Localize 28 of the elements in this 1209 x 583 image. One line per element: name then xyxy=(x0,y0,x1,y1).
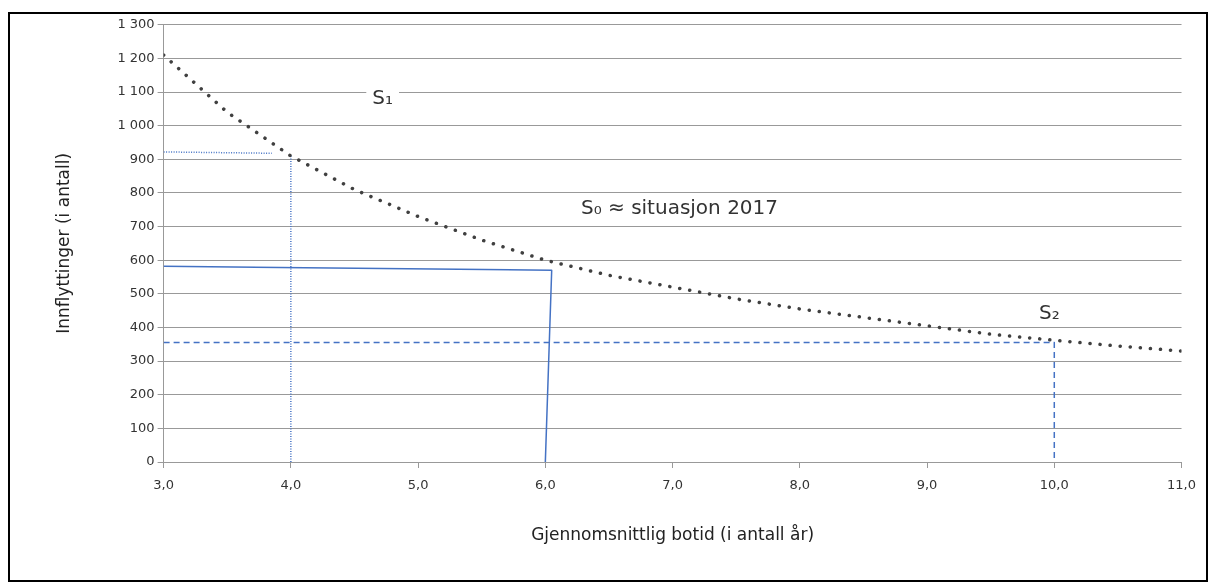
annotation: S₀ ≈ situasjon 2017 xyxy=(580,194,779,219)
y-tick-label: 900 xyxy=(129,150,155,166)
x-tick-label: 10,0 xyxy=(1039,477,1069,493)
y-axis-title: Innflyttinger (i antall) xyxy=(52,152,73,334)
x-tick-label: 6,0 xyxy=(534,477,556,493)
y-tick-label: 500 xyxy=(129,285,155,301)
y-tick-label: 800 xyxy=(129,184,155,200)
y-tick-label: 200 xyxy=(129,386,155,402)
x-tick-label: 3,0 xyxy=(153,477,174,493)
y-tick-label: 1 100 xyxy=(117,83,155,99)
y-tick-label: 0 xyxy=(146,453,155,469)
y-tick-label: 700 xyxy=(129,217,155,233)
y-tick-label: 1 000 xyxy=(117,117,155,133)
x-tick-label: 7,0 xyxy=(662,477,683,493)
y-tick-label: 400 xyxy=(129,318,155,334)
annotation: S₁ xyxy=(372,85,394,110)
annotation: S₂ xyxy=(1039,299,1060,324)
y-tick-label: 300 xyxy=(129,352,155,368)
y-tick-label: 100 xyxy=(129,419,155,435)
x-tick-label: 9,0 xyxy=(916,477,938,493)
x-tick-label: 5,0 xyxy=(407,477,429,493)
y-tick-label: 600 xyxy=(129,251,155,267)
x-axis-title: Gjennomsnittlig botid (i antall år) xyxy=(531,524,815,545)
x-tick-label: 8,0 xyxy=(789,477,811,493)
x-tick-label: 11,0 xyxy=(1167,477,1196,493)
x-tick-label: 4,0 xyxy=(280,477,302,493)
y-tick-label: 1 300 xyxy=(117,16,155,32)
y-tick-label: 1 200 xyxy=(117,49,155,65)
